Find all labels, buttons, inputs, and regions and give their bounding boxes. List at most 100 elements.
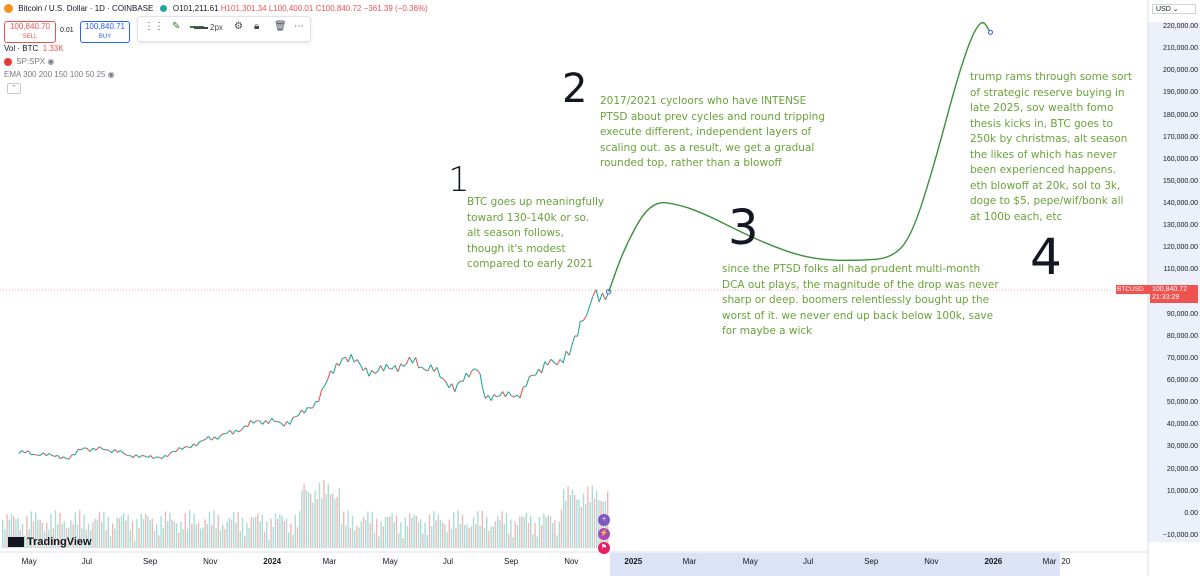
price-candle: [482, 388, 486, 399]
change-value: −361.39 (−0.36%): [363, 4, 428, 13]
volume-bar: [184, 513, 186, 548]
volume-bar: [52, 528, 54, 548]
volume-bar: [241, 517, 244, 548]
price-candle: [415, 357, 420, 368]
volume-bar: [508, 533, 510, 548]
currency-selector[interactable]: USD ⌄: [1152, 4, 1196, 14]
price-candle: [268, 417, 273, 424]
sell-button[interactable]: 100,840.70 SELL: [4, 21, 56, 43]
drag-handle-icon[interactable]: ⋮⋮: [144, 21, 164, 32]
price-candle: [235, 429, 240, 433]
spx-label[interactable]: SP:SPX: [16, 57, 46, 66]
volume-bar: [101, 522, 103, 548]
price-candle: [147, 455, 151, 459]
price-candle: [21, 450, 26, 454]
annotation-number-3: 3: [728, 200, 759, 256]
volume-bar: [481, 510, 483, 548]
volume-bar: [21, 524, 24, 548]
price-candle: [457, 380, 461, 385]
price-candle: [493, 394, 498, 398]
volume-bar: [15, 519, 17, 548]
volume-bar: [420, 519, 422, 548]
pen-icon[interactable]: ✎: [172, 21, 181, 32]
price-candle: [541, 361, 546, 374]
volume-bar: [358, 527, 360, 548]
volume-bar: [171, 519, 173, 548]
y-tick-label: 20,000.00: [1166, 465, 1198, 473]
x-tick-label: Mar: [682, 557, 697, 566]
x-tick-label: May: [742, 557, 758, 566]
volume-bar: [411, 518, 413, 548]
volume-bar: [244, 536, 246, 548]
price-candle: [280, 422, 285, 427]
y-tick-label: 0.00: [1184, 509, 1198, 517]
price-candle: [362, 367, 367, 371]
y-tick-label: 190,000.00: [1162, 89, 1198, 97]
volume-bar: [233, 511, 235, 548]
volume-bar: [318, 482, 321, 548]
volume-bar: [156, 524, 158, 548]
y-tick-label: 150,000.00: [1162, 177, 1198, 185]
volume-bar: [532, 534, 534, 548]
price-candle: [199, 440, 203, 443]
price-candle: [114, 449, 119, 453]
trash-icon[interactable]: 🗑︎: [274, 21, 287, 32]
price-candle: [592, 289, 597, 297]
price-candle: [298, 409, 302, 416]
volume-bar: [580, 506, 582, 548]
price-candle: [559, 359, 564, 364]
price-candle: [519, 386, 524, 399]
volume-bar: [35, 512, 37, 548]
ema-label[interactable]: EMA 300 200 150 100 50 25: [4, 70, 106, 79]
price-candle: [544, 361, 549, 366]
eye-icon[interactable]: ◉: [107, 70, 115, 79]
volume-bar: [178, 532, 180, 548]
volume-label[interactable]: Vol · BTC: [4, 44, 39, 53]
settings-gear-icon[interactable]: ⚙: [234, 21, 243, 32]
price-candle: [391, 365, 396, 370]
volume-bar: [371, 512, 373, 548]
volume-bar: [486, 516, 488, 548]
volume-bar: [107, 517, 109, 548]
last-price-label: 100,840.72 21:33:29: [1150, 285, 1198, 303]
volume-bar: [312, 502, 314, 548]
lock-icon[interactable]: 🔒︎: [254, 21, 260, 32]
annotation-number-1: 1: [448, 160, 470, 200]
volume-bar: [131, 520, 134, 548]
volume-bar: [213, 510, 215, 548]
price-candle: [217, 435, 222, 440]
dividend-icon[interactable]: ⚡: [598, 528, 610, 540]
buy-button[interactable]: 100,840.71 BUY: [80, 21, 130, 43]
volume-bar: [466, 524, 468, 548]
flag-icon[interactable]: ⚑: [598, 542, 610, 554]
price-candle: [289, 417, 294, 425]
volume-bar: [455, 527, 457, 548]
volume-bar: [219, 530, 222, 548]
price-candle: [66, 457, 70, 460]
volume-bar: [477, 511, 479, 548]
volume-bar: [250, 517, 252, 548]
price-candle: [247, 420, 252, 427]
collapse-legend-icon[interactable]: ⌃: [7, 83, 21, 94]
price-candle: [502, 391, 506, 397]
volume-bar: [483, 528, 486, 548]
price-candle: [238, 429, 243, 433]
stroke-width-value[interactable]: 2px: [210, 23, 223, 32]
price-candle: [477, 369, 481, 375]
event-icon[interactable]: +: [598, 514, 610, 526]
volume-bar: [323, 480, 325, 548]
volume-bar: [24, 535, 26, 548]
symbol-title[interactable]: Bitcoin / U.S. Dollar · 1D · COINBASE: [18, 4, 154, 13]
volume-bar: [200, 528, 202, 548]
price-candle: [400, 363, 405, 367]
volume-bar: [578, 499, 580, 548]
x-tick-label: 20: [1061, 557, 1071, 566]
more-icon[interactable]: ⋯: [294, 21, 304, 32]
volume-bar: [384, 516, 387, 548]
price-candle: [229, 429, 234, 435]
price-candle: [170, 450, 174, 454]
eye-off-icon[interactable]: ◉: [47, 57, 55, 66]
volume-bar: [376, 518, 378, 548]
price-candle: [576, 321, 581, 337]
